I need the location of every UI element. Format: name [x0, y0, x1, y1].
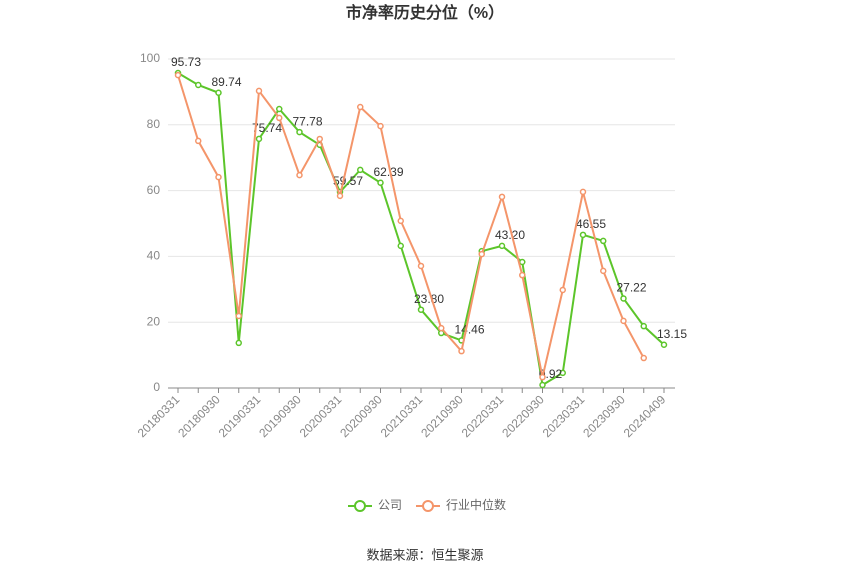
point — [620, 317, 627, 325]
data-label: 43.20 — [495, 228, 525, 242]
series-line — [177, 74, 645, 378]
point — [215, 173, 222, 181]
point — [498, 193, 506, 201]
x-tick-label: 20220331 — [459, 392, 507, 440]
point — [336, 192, 344, 200]
x-tick-label: 20190331 — [216, 392, 264, 440]
y-tick-label: 40 — [147, 249, 161, 263]
x-tick-label: 20180331 — [135, 392, 183, 440]
point — [458, 347, 465, 355]
legend-label: 行业中位数 — [446, 497, 506, 512]
x-tick-label: 20240409 — [621, 392, 669, 440]
point — [579, 231, 587, 239]
point — [559, 286, 566, 294]
point — [276, 105, 283, 113]
x-tick-label: 20210930 — [418, 392, 466, 440]
point — [600, 237, 607, 245]
data-label: 75.74 — [252, 121, 282, 135]
point — [397, 242, 404, 250]
x-tick-label: 20200331 — [297, 392, 345, 440]
x-tick-label: 20180930 — [175, 392, 223, 440]
point — [519, 271, 526, 279]
point — [579, 188, 587, 196]
point — [357, 166, 364, 174]
data-label: 59.57 — [333, 174, 363, 188]
y-tick-label: 60 — [147, 183, 161, 197]
data-label: 13.15 — [657, 327, 687, 341]
point — [620, 295, 627, 302]
point — [174, 71, 182, 79]
y-tick-label: 20 — [147, 314, 161, 328]
point — [397, 217, 404, 225]
data-label: 62.39 — [373, 165, 403, 179]
point — [296, 171, 303, 179]
point — [539, 381, 546, 389]
point — [417, 306, 425, 313]
point — [519, 258, 526, 266]
point — [255, 135, 263, 143]
point — [640, 322, 647, 330]
point — [235, 339, 242, 347]
point — [357, 103, 364, 111]
chart-title: 市净率历史分位（%） — [346, 3, 504, 22]
x-tick-label: 20230331 — [540, 392, 588, 440]
point — [539, 373, 546, 381]
legend-marker — [354, 500, 366, 512]
point — [438, 324, 445, 332]
data-label: 89.74 — [211, 75, 241, 89]
legend-marker — [422, 500, 434, 512]
x-tick-label: 20190930 — [256, 392, 304, 440]
point — [316, 135, 323, 143]
point — [640, 354, 647, 362]
point — [377, 179, 384, 186]
point — [255, 87, 263, 95]
data-label: 27.22 — [616, 281, 646, 295]
point — [276, 114, 283, 122]
data-label: 14.46 — [454, 323, 484, 337]
x-tick-label: 20220930 — [499, 392, 547, 440]
data-label: 77.78 — [292, 114, 322, 128]
point — [417, 262, 425, 270]
point — [235, 312, 242, 320]
x-tick-label: 20210331 — [378, 392, 426, 440]
y-tick-label: 100 — [140, 51, 160, 65]
data-label: 95.73 — [171, 55, 201, 69]
point — [377, 122, 384, 130]
point — [498, 242, 506, 250]
point — [478, 250, 485, 258]
data-label: 23.80 — [414, 292, 444, 306]
y-tick-label: 0 — [153, 380, 160, 394]
source: 数据来源：恒生聚源 — [366, 547, 483, 562]
point — [660, 341, 668, 348]
point — [559, 369, 566, 377]
point — [195, 137, 202, 145]
point — [215, 89, 222, 97]
y-tick-label: 80 — [147, 117, 161, 131]
point — [296, 128, 303, 136]
point — [195, 81, 202, 89]
legend-label: 公司 — [378, 498, 402, 512]
point — [600, 267, 607, 275]
x-tick-label: 20200930 — [337, 392, 385, 440]
x-tick-label: 20230930 — [580, 392, 628, 440]
